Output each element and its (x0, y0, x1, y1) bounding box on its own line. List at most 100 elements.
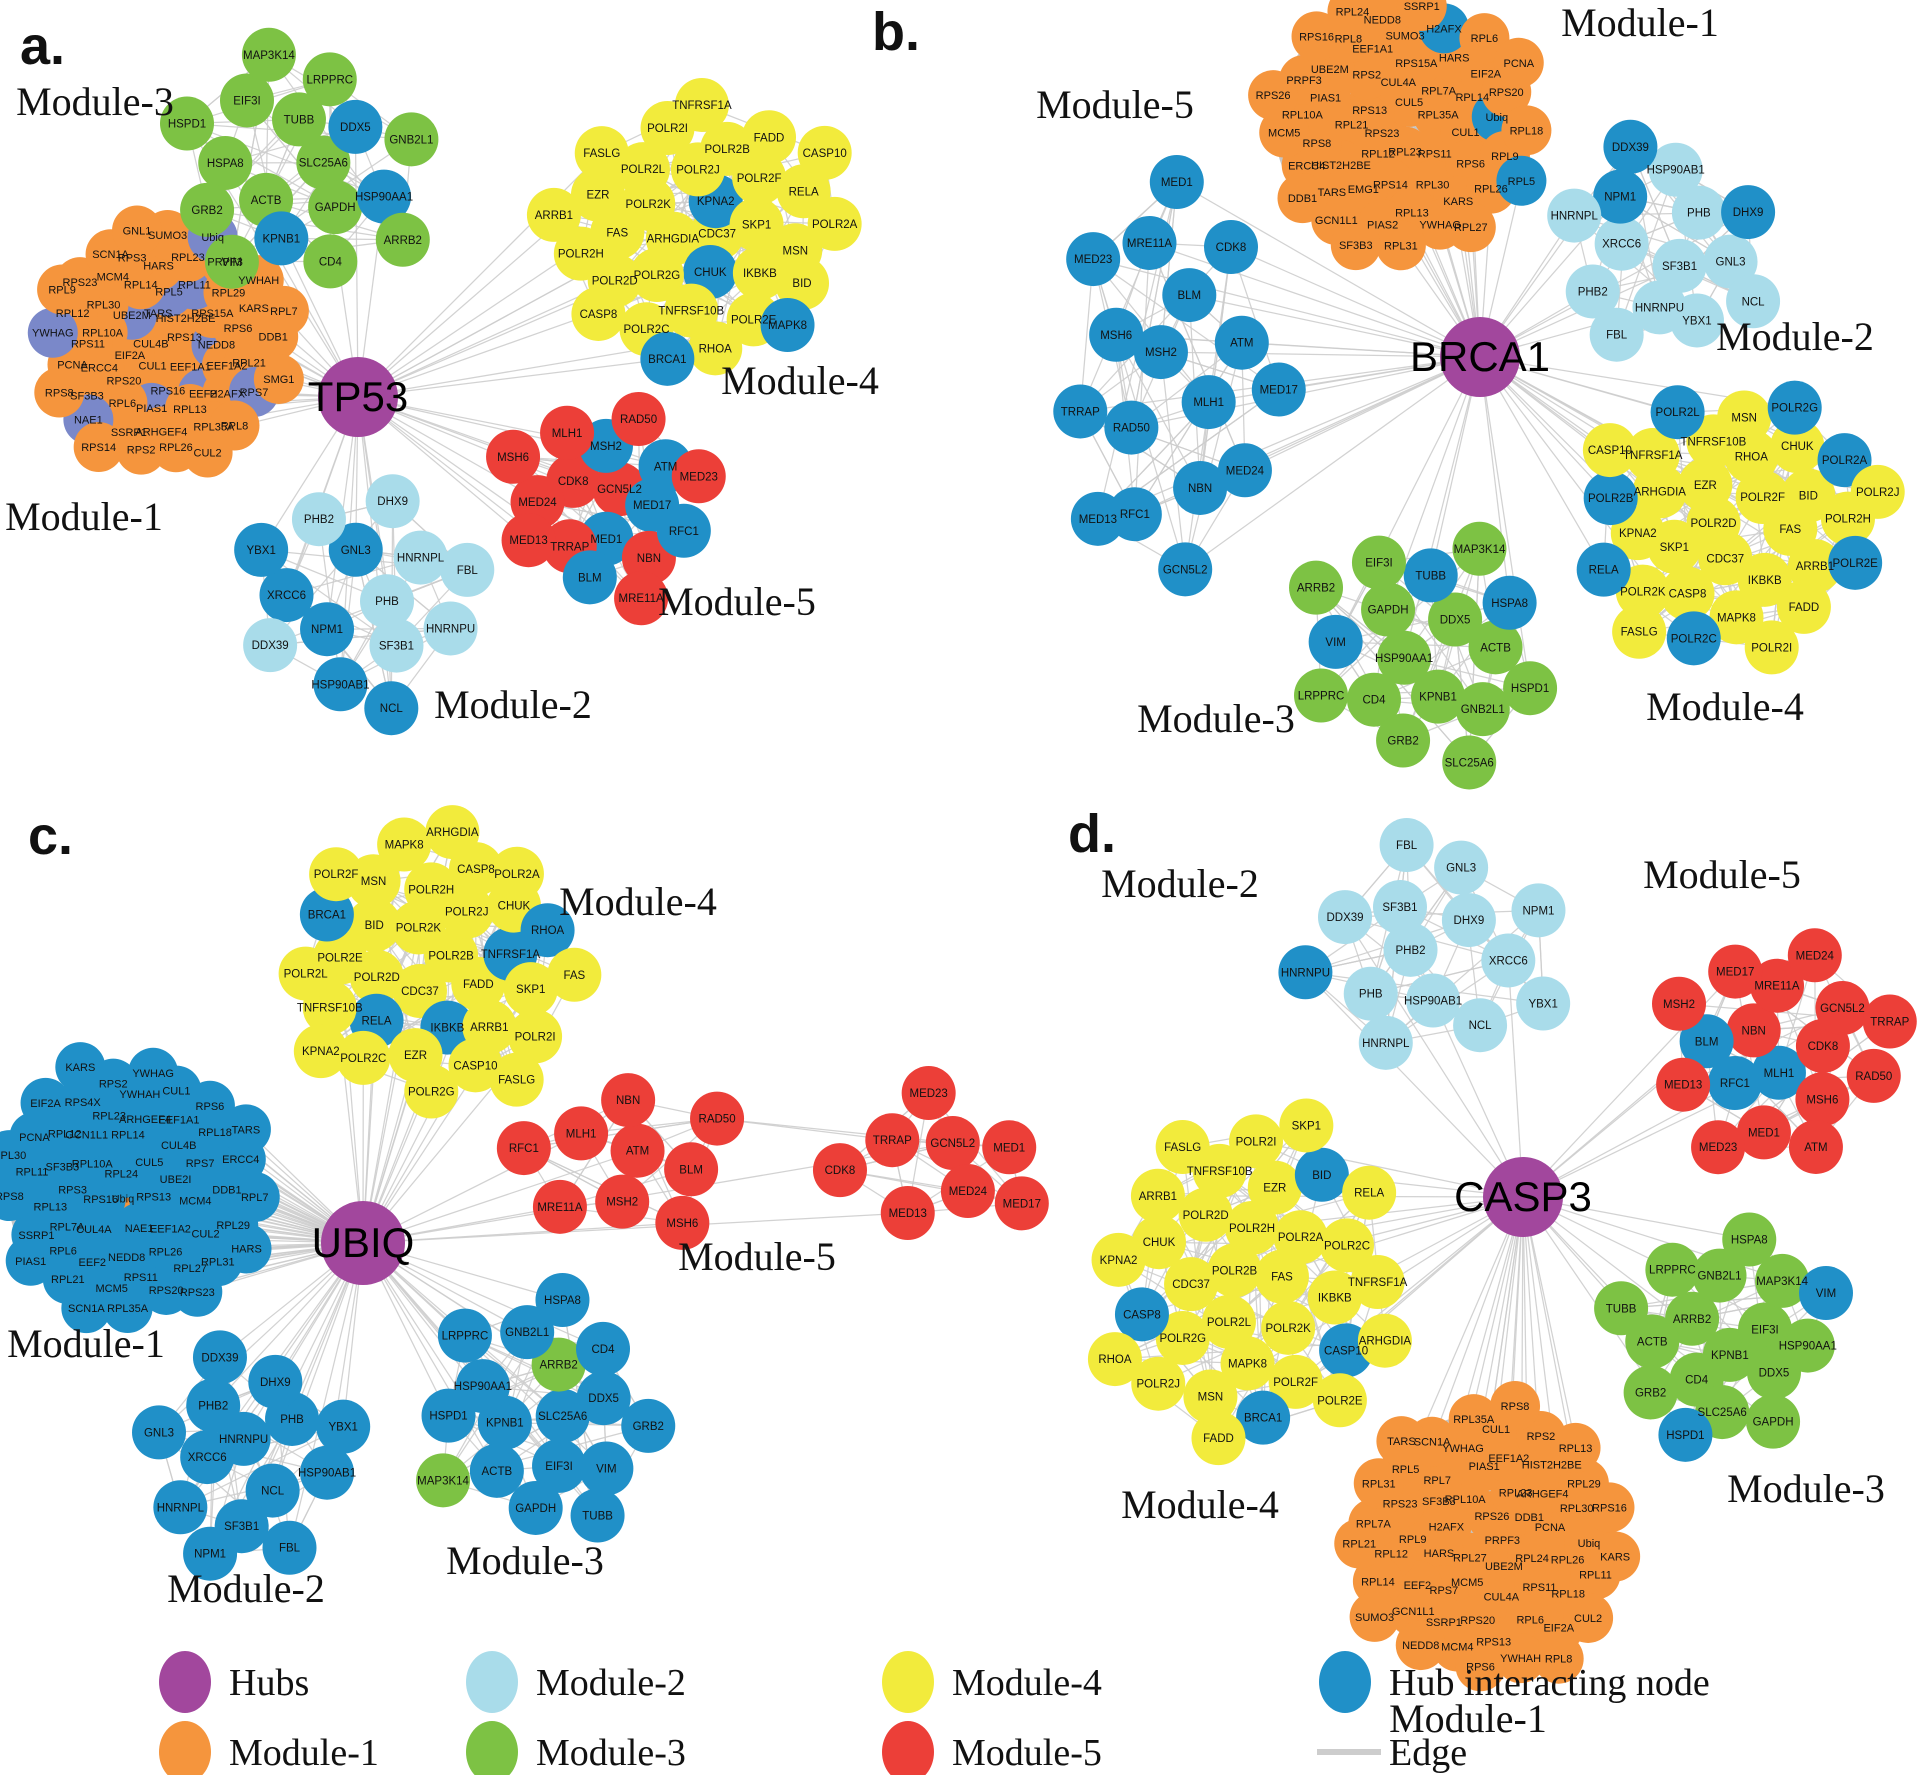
node-label-MSH2: MSH2 (606, 1197, 638, 1209)
node-CHUK (1770, 419, 1825, 474)
node-BLM (562, 550, 617, 605)
node-HSPA8 (198, 135, 253, 190)
node-label-DDB1: DDB1 (259, 331, 288, 343)
node-ARHGDIA (425, 805, 480, 860)
node-NBN (1726, 1003, 1781, 1058)
node-label-HIST2H2BE: HIST2H2BE (1522, 1459, 1582, 1471)
node-SCN1A (61, 1283, 112, 1334)
node-RPS16 (1584, 1482, 1635, 1533)
node-label-RPS7: RPS7 (240, 387, 269, 399)
node-label-CHUK: CHUK (1143, 1237, 1176, 1249)
node-KARS (55, 1042, 106, 1093)
node-MLH1 (1751, 1045, 1806, 1100)
node-TARS (220, 1104, 271, 1155)
node-ARRB2 (1665, 1291, 1720, 1346)
node-RELA (1576, 542, 1631, 597)
node-label-BLM: BLM (679, 1164, 703, 1176)
node-label-GRB2: GRB2 (1635, 1387, 1666, 1399)
node-HNRNPU (1278, 945, 1333, 1000)
module-label-c-Module-1: Module-1 (7, 1321, 165, 1366)
node-label-GCN5L2: GCN5L2 (930, 1138, 975, 1150)
node-GCN5L2 (1158, 542, 1213, 597)
node-label-RPS2: RPS2 (1352, 70, 1381, 82)
node-label-RPL12: RPL12 (1361, 148, 1395, 160)
node-label-BLM: BLM (1177, 290, 1201, 302)
node-FBL (1589, 307, 1644, 362)
node-label-RPL13: RPL13 (34, 1202, 68, 1214)
node-label-POLR2A: POLR2A (812, 219, 858, 231)
node-FASLG (489, 1052, 544, 1107)
node-HSP90AA1 (357, 169, 412, 224)
node-label-HSPA8: HSPA8 (544, 1295, 581, 1307)
legend-label-Module-4: Module-4 (952, 1662, 1102, 1704)
node-label-RPS23: RPS23 (63, 277, 98, 289)
node-label-PRPF3: PRPF3 (1485, 1535, 1520, 1547)
node-label-RPL29: RPL29 (216, 1220, 250, 1232)
node-label-DHX9: DHX9 (1454, 915, 1485, 927)
node-label-CASP10: CASP10 (1588, 445, 1632, 457)
node-label-EIF3I: EIF3I (1365, 558, 1392, 570)
node-label-SSRP1: SSRP1 (1426, 1617, 1462, 1629)
node-label-GNL3: GNL3 (1716, 257, 1746, 269)
node-CASP8 (1114, 1287, 1169, 1342)
node-label-CDC37: CDC37 (698, 229, 736, 241)
node-label-POLR2I: POLR2I (515, 1031, 556, 1043)
node-SF3B1 (1372, 880, 1427, 935)
node-MED13 (1656, 1057, 1711, 1112)
node-label-SF3B1: SF3B1 (1382, 902, 1417, 914)
node-label-SSRP1: SSRP1 (111, 427, 147, 439)
node-CASP8 (571, 286, 626, 341)
legend-label-Hub interacting node: Hub interacting node (1389, 1662, 1710, 1704)
legend-label-Module-2: Module-2 (536, 1662, 686, 1704)
node-label-RPL31: RPL31 (1384, 240, 1418, 252)
module-label-d-Module-1: Module-1 (1389, 1696, 1547, 1741)
node-BRCA1 (299, 887, 354, 942)
node-FASLG (1155, 1120, 1210, 1175)
hub-edge (1344, 916, 1524, 1198)
node-label-KARS: KARS (1600, 1551, 1630, 1563)
edge (186, 123, 336, 208)
node-label-H2AFX: H2AFX (210, 388, 246, 400)
node-label-DDB1: DDB1 (1288, 193, 1317, 205)
module-label-a-Module-2: Module-2 (434, 682, 592, 727)
node-DDX39 (243, 618, 298, 673)
node-label-IKBKB: IKBKB (430, 1023, 464, 1035)
node-HSP90AB1 (313, 657, 368, 712)
node-label-RPL7: RPL7 (270, 306, 298, 318)
node-label-RPL21: RPL21 (232, 358, 266, 370)
node-GAPDH (1361, 582, 1416, 637)
node-label-EZR: EZR (586, 190, 609, 202)
node-label-TNFRSF10B: TNFRSF10B (658, 306, 724, 318)
node-BID (1781, 468, 1836, 523)
node-label-MAP3K14: MAP3K14 (243, 50, 295, 62)
node-RPS8 (1490, 1381, 1541, 1432)
node-RPL30 (0, 1130, 35, 1181)
node-label-MCM5: MCM5 (95, 1283, 127, 1295)
node-label-MED1: MED1 (993, 1142, 1025, 1154)
node-HNRNPL (153, 1480, 208, 1535)
node-label-RFC1: RFC1 (509, 1143, 539, 1155)
node-label-KARS: KARS (65, 1062, 95, 1074)
node-label-FASLG: FASLG (498, 1075, 535, 1087)
node-label-PIAS1: PIAS1 (15, 1256, 46, 1268)
node-BRCA1 (640, 331, 695, 386)
node-label-ARHGEF4: ARHGEF4 (119, 1114, 171, 1126)
node-TNFRSF1A (1350, 1255, 1405, 1310)
node-label-Ubiq: Ubiq (1578, 1538, 1601, 1550)
node-label-RPL8: RPL8 (221, 421, 249, 433)
node-label-LRPPRC: LRPPRC (1298, 691, 1345, 703)
node-POLR2H (1225, 1200, 1280, 1255)
node-GCN5L2 (1815, 981, 1870, 1036)
node-HSPA8 (1482, 575, 1537, 630)
module-label-b-Module-1: Module-1 (1561, 0, 1719, 45)
node-label-POLR2D: POLR2D (354, 972, 400, 984)
node-BLM (1162, 268, 1217, 323)
node-label-Ubiq: Ubiq (1485, 112, 1508, 124)
node-label-CDK8: CDK8 (1808, 1041, 1839, 1053)
node-label-HSP90AB1: HSP90AB1 (298, 1468, 356, 1480)
node-label-MED23: MED23 (1074, 254, 1112, 266)
node-label-POLR2L: POLR2L (1207, 1317, 1252, 1329)
node-MED13 (880, 1186, 935, 1241)
node-label-GRB2: GRB2 (633, 1421, 664, 1433)
node-label-ARRB2: ARRB2 (539, 1360, 577, 1372)
